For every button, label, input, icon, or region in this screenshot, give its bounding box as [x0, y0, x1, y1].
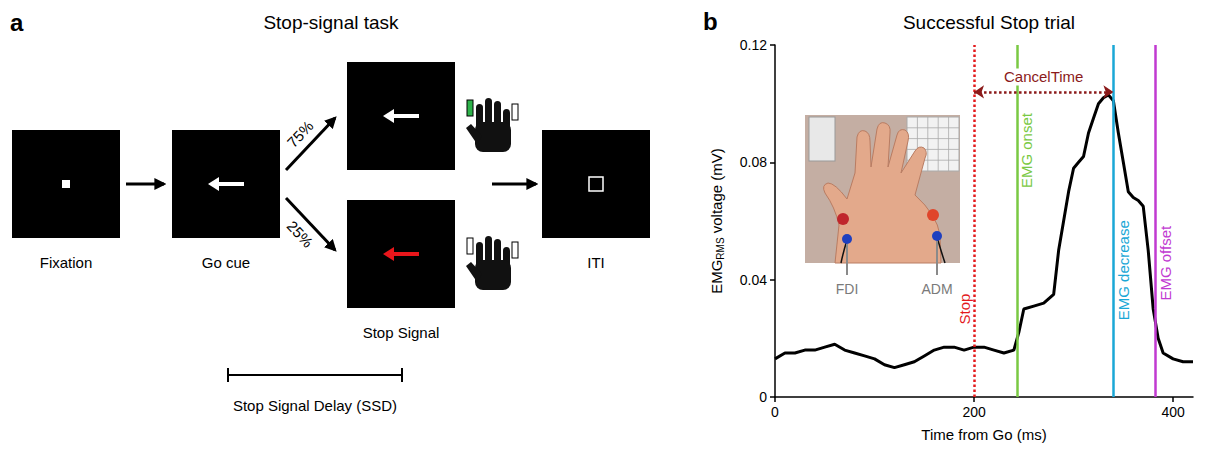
svg-text:RMS: RMS — [715, 237, 726, 260]
svg-text:voltage (mV): voltage (mV) — [708, 148, 725, 237]
svg-text:Fixation: Fixation — [40, 254, 93, 271]
svg-text:Successful Stop trial: Successful Stop trial — [903, 12, 1075, 33]
svg-text:Time from Go (ms): Time from Go (ms) — [921, 426, 1046, 443]
svg-text:b: b — [703, 8, 718, 35]
svg-text:EMG onset: EMG onset — [1018, 112, 1035, 188]
svg-text:0: 0 — [771, 404, 779, 420]
svg-text:EMG offset: EMG offset — [1157, 225, 1174, 301]
svg-text:Stop-signal task: Stop-signal task — [263, 12, 399, 33]
svg-text:FDI: FDI — [836, 281, 859, 297]
svg-text:0.12: 0.12 — [740, 37, 767, 53]
svg-text:400: 400 — [1161, 404, 1185, 420]
svg-text:a: a — [10, 9, 24, 36]
svg-text:75%: 75% — [284, 117, 317, 151]
svg-text:25%: 25% — [284, 217, 317, 251]
svg-text:Stop Signal: Stop Signal — [363, 324, 440, 341]
svg-text:0.04: 0.04 — [740, 272, 767, 288]
svg-text:Stop Signal Delay (SSD): Stop Signal Delay (SSD) — [233, 397, 397, 414]
svg-text:Go cue: Go cue — [202, 254, 250, 271]
svg-text:ITI: ITI — [587, 254, 605, 271]
svg-text:0: 0 — [759, 389, 767, 405]
svg-text:CancelTime: CancelTime — [1004, 68, 1083, 85]
svg-text:EMG: EMG — [708, 260, 725, 294]
svg-text:EMG decrease: EMG decrease — [1115, 220, 1132, 320]
svg-text:200: 200 — [962, 404, 986, 420]
svg-text:Stop: Stop — [956, 294, 973, 325]
svg-text:ADM: ADM — [921, 281, 952, 297]
svg-text:0.08: 0.08 — [740, 154, 767, 170]
